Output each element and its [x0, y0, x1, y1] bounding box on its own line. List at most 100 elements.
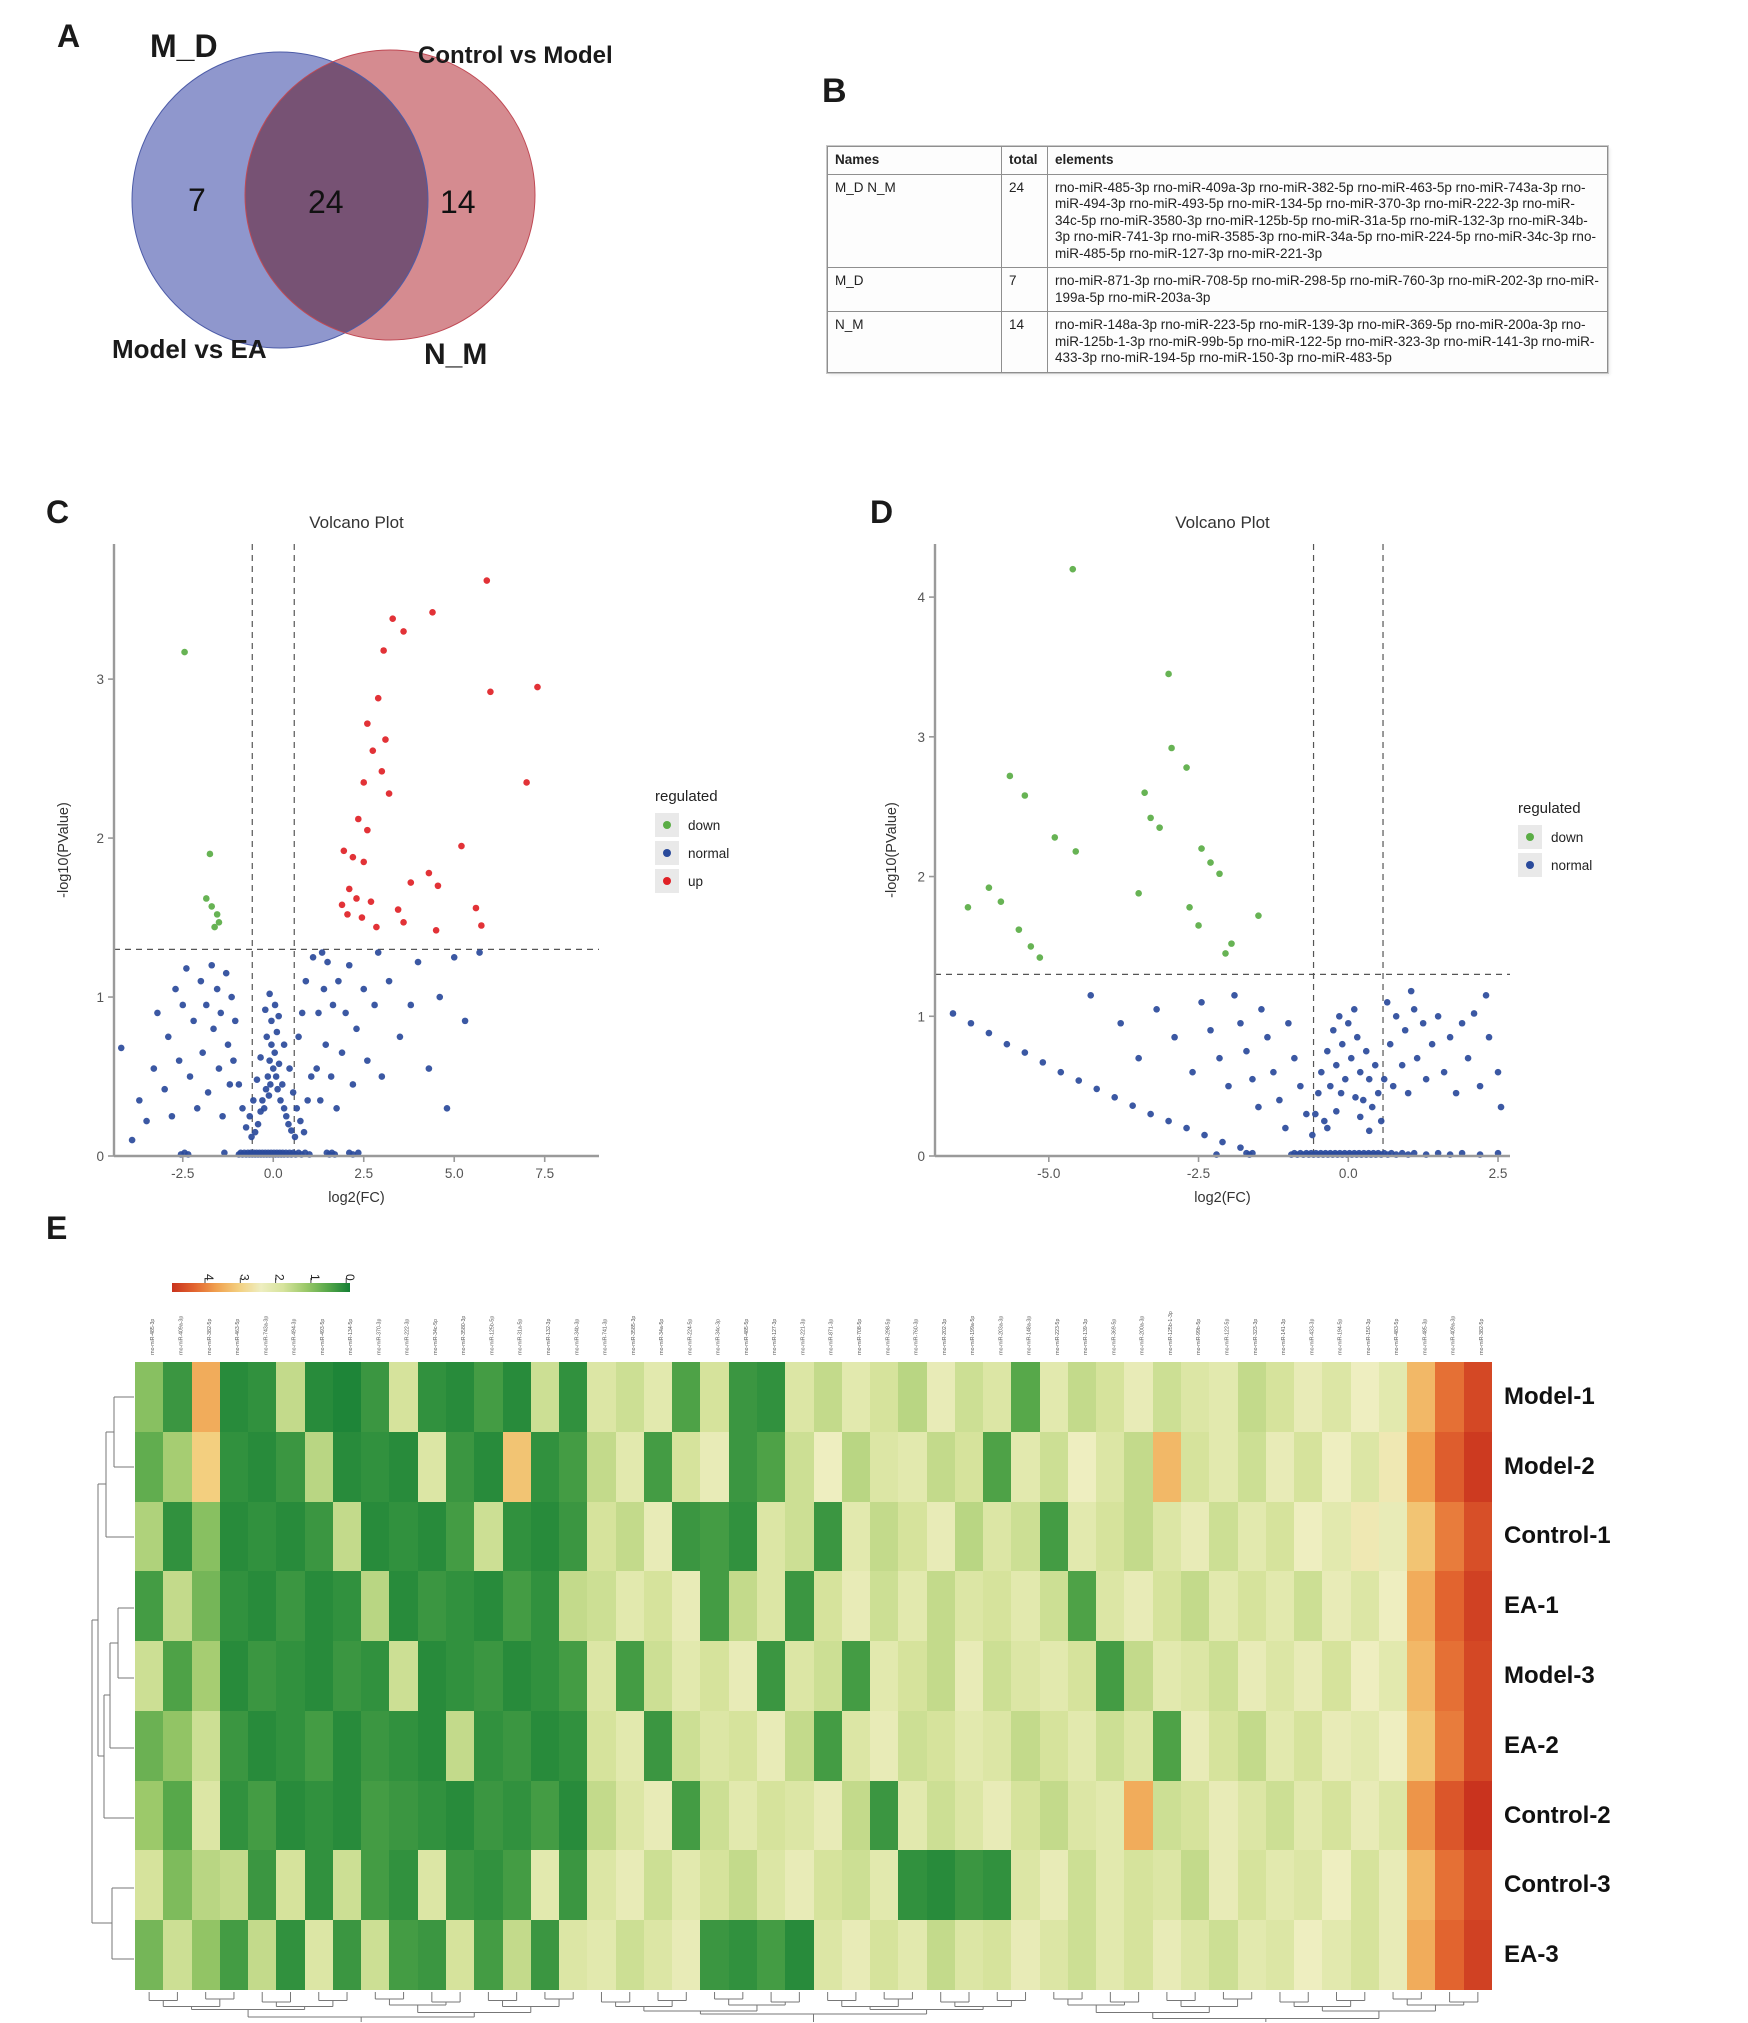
- heatmap-cell: [417, 1920, 446, 1990]
- heatmap-cell: [1265, 1850, 1295, 1921]
- heatmap-cell: [587, 1641, 616, 1711]
- heatmap-cell: [1350, 1501, 1379, 1572]
- heatmap-cell: [1435, 1710, 1464, 1781]
- heatmap-cell: [276, 1501, 305, 1572]
- heatmap-cell: [700, 1431, 729, 1502]
- venn-bottom-right-label: N_M: [424, 338, 488, 371]
- heatmap-cell: [1463, 1850, 1492, 1921]
- heatmap-cell: [1435, 1571, 1464, 1642]
- heatmap-cell: [191, 1641, 220, 1711]
- heatmap-column-label: rno-miR-148a-3p: [1027, 1316, 1033, 1355]
- heatmap-cell: [417, 1641, 446, 1711]
- heatmap-cell: [841, 1780, 871, 1851]
- svg-text:1: 1: [917, 1009, 925, 1024]
- heatmap-cell: [1067, 1571, 1097, 1642]
- heatmap-cell: [248, 1362, 277, 1432]
- cell-name: M_D N_M: [827, 173, 1002, 268]
- heatmap-cell: [1407, 1780, 1436, 1851]
- heatmap-cell: [1011, 1362, 1040, 1432]
- heatmap-cell: [1011, 1431, 1040, 1502]
- heatmap-cell: [1265, 1641, 1295, 1711]
- heatmap-cell: [1181, 1780, 1210, 1851]
- heatmap-cell: [728, 1920, 757, 1990]
- x-axis-label: log2(FC): [328, 1190, 384, 1206]
- heatmap-cell: [898, 1641, 927, 1711]
- heatmap-cell: [135, 1501, 164, 1572]
- heatmap-cell: [1011, 1641, 1040, 1711]
- heatmap-column-label: rno-miR-483-5p: [1394, 1319, 1400, 1355]
- svg-text:2: 2: [96, 831, 104, 846]
- heatmap-cell: [1237, 1710, 1266, 1781]
- heatmap-cell: [1378, 1501, 1408, 1572]
- heatmap-cell: [615, 1362, 644, 1432]
- heatmap-cell: [728, 1501, 757, 1572]
- legend-item-down: down: [1518, 825, 1592, 849]
- heatmap-column-label: rno-miR-743a-3p: [263, 1316, 269, 1355]
- heatmap-cell: [1039, 1362, 1068, 1432]
- heatmap-cell: [1152, 1571, 1182, 1642]
- heatmap-cell: [502, 1571, 531, 1642]
- heatmap-cell: [445, 1850, 475, 1921]
- heatmap-cell: [926, 1362, 955, 1432]
- venn-circle-right: [245, 50, 535, 340]
- heatmap-cell: [1350, 1850, 1379, 1921]
- heatmap-cell: [1322, 1431, 1351, 1502]
- heatmap-cell: [1067, 1920, 1097, 1990]
- series-up: [338, 577, 541, 934]
- heatmap-cell: [1209, 1780, 1238, 1851]
- heatmap-cell: [191, 1431, 220, 1502]
- heatmap-cell: [870, 1362, 899, 1432]
- heatmap-cell: [926, 1920, 955, 1990]
- mirna-table: Names total elements M_D N_M 24 rno-miR-…: [827, 146, 1608, 373]
- heatmap-cell: [304, 1362, 333, 1432]
- heatmap-cell: [1152, 1780, 1182, 1851]
- heatmap-cell: [389, 1362, 418, 1432]
- heatmap-cell: [248, 1571, 277, 1642]
- heatmap-cell: [926, 1431, 955, 1502]
- heatmap-cell: [954, 1431, 984, 1502]
- panel-e-label: E: [46, 1210, 68, 1246]
- heatmap-cell: [445, 1362, 475, 1432]
- heatmap-cell: [1322, 1571, 1351, 1642]
- heatmap-cell: [445, 1920, 475, 1990]
- heatmap-cell: [135, 1571, 164, 1642]
- plot-title: Volcano Plot: [309, 513, 404, 532]
- heatmap-cell: [248, 1780, 277, 1851]
- heatmap-cell: [1067, 1710, 1097, 1781]
- heatmap-cell: [813, 1920, 842, 1990]
- heatmap-cell: [276, 1780, 305, 1851]
- heatmap-cell: [332, 1431, 362, 1502]
- heatmap-cell: [1011, 1501, 1040, 1572]
- heatmap-cell: [926, 1571, 955, 1642]
- heatmap-cell: [700, 1850, 729, 1921]
- heatmap-cell: [219, 1431, 249, 1502]
- heatmap-cell: [643, 1780, 673, 1851]
- panel-d-label: D: [870, 494, 894, 530]
- heatmap-cell: [983, 1501, 1012, 1572]
- heatmap-column-label: rno-miR-3580-3p: [461, 1316, 467, 1355]
- heatmap-cell: [304, 1431, 333, 1502]
- heatmap-column-label: rno-miR-223-5p: [1055, 1319, 1061, 1355]
- venn-left-set-label: M_D: [150, 28, 218, 64]
- heatmap-cell: [1067, 1431, 1097, 1502]
- heatmap-cell: [219, 1501, 249, 1572]
- venn-diagram: [131, 49, 536, 349]
- col-header-elements: elements: [1047, 146, 1608, 175]
- heatmap-cell: [1011, 1571, 1040, 1642]
- heatmap-cell: [1209, 1431, 1238, 1502]
- cell-total: 7: [1001, 267, 1048, 312]
- heatmap-cell: [332, 1850, 362, 1921]
- heatmap-cell: [756, 1920, 786, 1990]
- svg-text:0.0: 0.0: [264, 1166, 283, 1181]
- heatmap-cell: [361, 1571, 390, 1642]
- heatmap-cell: [1096, 1641, 1125, 1711]
- heatmap-cell: [163, 1571, 192, 1642]
- heatmap-column-label: rno-miR-463-5p: [235, 1319, 241, 1355]
- series-down: [181, 648, 223, 931]
- heatmap-cell: [700, 1920, 729, 1990]
- heatmap-cell: [898, 1362, 927, 1432]
- heatmap-cell: [898, 1850, 927, 1921]
- heatmap-cell: [304, 1571, 333, 1642]
- heatmap-cell: [559, 1571, 588, 1642]
- heatmap-cell: [1039, 1710, 1068, 1781]
